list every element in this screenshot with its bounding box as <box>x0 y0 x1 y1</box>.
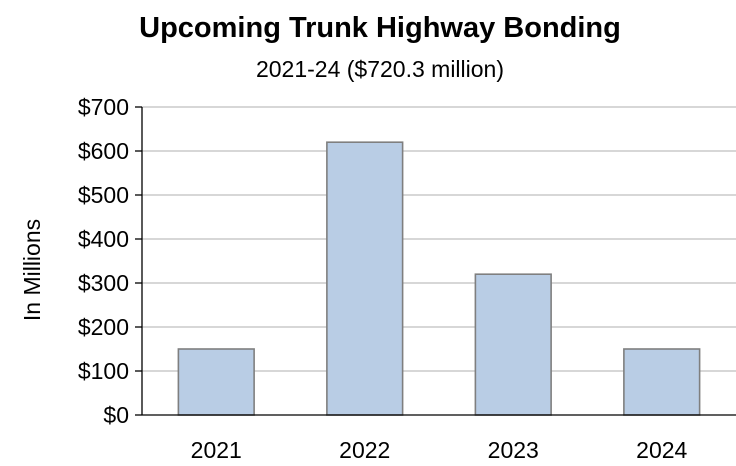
y-tick-label: $700 <box>78 94 129 120</box>
bar-2024 <box>623 348 701 416</box>
x-tick-label: 2022 <box>339 437 390 463</box>
chart-title: Upcoming Trunk Highway Bonding <box>139 12 621 44</box>
gridlines <box>135 106 736 416</box>
x-tick-label: 2021 <box>191 437 242 463</box>
y-tick-label: $300 <box>78 270 129 296</box>
y-axis-label: In Millions <box>19 219 45 321</box>
y-tick-labels: $0 $100 $200 $300 $400 $500 $600 $700 <box>78 94 129 428</box>
y-tick-label: $200 <box>78 314 129 340</box>
x-tick-label: 2024 <box>636 437 687 463</box>
y-tick-label: $100 <box>78 358 129 384</box>
chart-subtitle: 2021-24 ($720.3 million) <box>255 56 505 82</box>
bar-2023 <box>474 273 552 416</box>
axes <box>141 107 736 416</box>
y-tick-label: $600 <box>78 138 129 164</box>
bars <box>177 141 701 416</box>
y-tick-label: $0 <box>103 402 129 428</box>
bar-2022 <box>326 141 404 416</box>
y-tick-label: $500 <box>78 182 129 208</box>
bar-2021 <box>177 348 255 416</box>
x-tick-labels: 2021 2022 2023 2024 <box>191 437 688 463</box>
x-tick-label: 2023 <box>488 437 539 463</box>
y-tick-label: $400 <box>78 226 129 252</box>
